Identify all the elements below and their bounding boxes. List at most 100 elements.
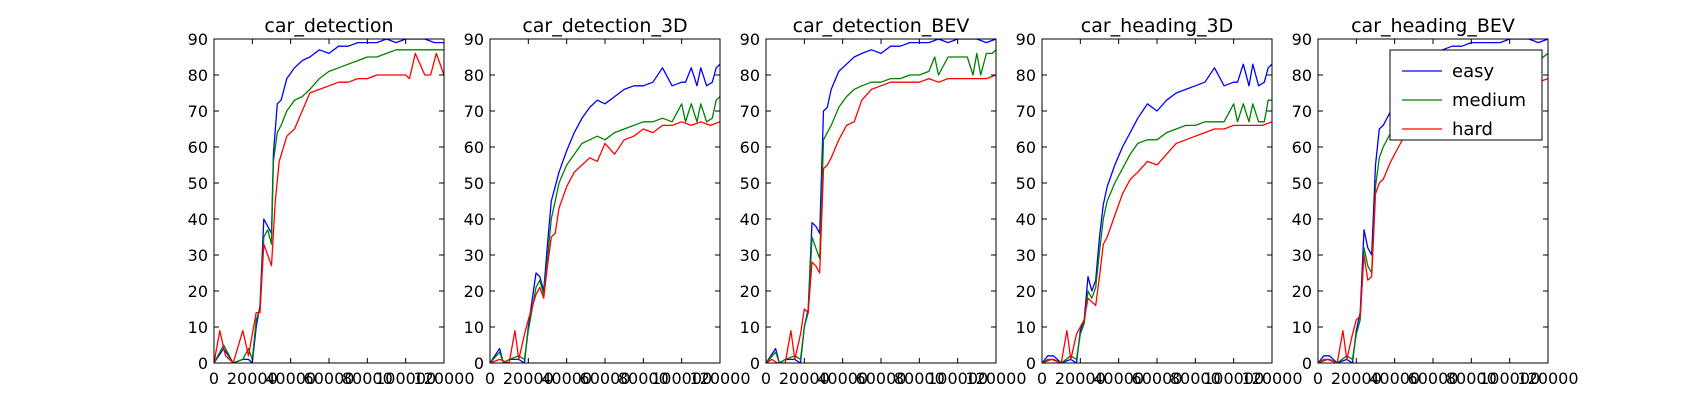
x-tick-label: 20000: [1055, 369, 1106, 388]
y-tick-label: 80: [1016, 66, 1036, 85]
y-tick-label: 90: [1292, 30, 1312, 49]
x-tick-label: 80000: [342, 369, 393, 388]
y-tick-label: 0: [750, 354, 760, 373]
legend-box: [1389, 49, 1543, 141]
x-tick-label: 60000: [304, 369, 355, 388]
y-tick-label: 0: [1302, 354, 1312, 373]
x-tick-label: 60000: [1132, 369, 1183, 388]
y-tick-label: 70: [188, 102, 208, 121]
x-tick-label: 80000: [1170, 369, 1221, 388]
axes-frame: [489, 38, 721, 364]
y-tick-label: 30: [1016, 246, 1036, 265]
y-tick-label: 30: [1292, 246, 1312, 265]
x-tick-label: 80000: [894, 369, 945, 388]
y-tick-label: 90: [740, 30, 760, 49]
x-tick-label: 120000: [1517, 369, 1578, 388]
x-tick-label: 40000: [1369, 369, 1420, 388]
x-tick-label: 100000: [1203, 369, 1264, 388]
y-tick-label: 70: [1292, 102, 1312, 121]
series-line-hard: [490, 121, 720, 363]
y-tick-label: 0: [1026, 354, 1036, 373]
axes-frame: [213, 38, 445, 364]
x-tick-label: 100000: [927, 369, 988, 388]
y-tick-label: 50: [188, 174, 208, 193]
x-tick-label: 40000: [1093, 369, 1144, 388]
subplot-3: car_heading_3D 0 10 20 30 40 50 60 70 80 90 0 200004…: [1016, 15, 1303, 388]
axes-frame: [1041, 38, 1273, 364]
legend-label-hard: hard: [1452, 119, 1493, 140]
series-line-medium: [766, 49, 996, 363]
y-tick-label: 60: [1016, 138, 1036, 157]
chart-title: car_heading_3D: [1081, 15, 1233, 37]
y-tick-label: 60: [464, 138, 484, 157]
y-tick-label: 90: [1016, 30, 1036, 49]
series-line-medium: [1042, 99, 1272, 363]
x-tick-label: 20000: [503, 369, 554, 388]
y-tick-label: 80: [740, 66, 760, 85]
y-tick-label: 40: [740, 210, 760, 229]
x-tick-label: 120000: [413, 369, 474, 388]
x-tick-label: 40000: [265, 369, 316, 388]
x-tick-label: 20000: [779, 369, 830, 388]
x-tick-label: 0: [209, 369, 219, 388]
x-tick-label: 120000: [689, 369, 750, 388]
series-line-medium: [214, 49, 444, 363]
y-tick-label: 50: [464, 174, 484, 193]
x-tick-label: 60000: [856, 369, 907, 388]
legend: easy medium hard: [1389, 49, 1543, 141]
x-tick-label: 100000: [651, 369, 712, 388]
y-tick-label: 80: [464, 66, 484, 85]
series-line-easy: [1042, 63, 1272, 363]
subplot-2: car_detection_BEV 0 10 20 30 40 50 60 70 80 90 0 200…: [740, 15, 1027, 388]
y-tick-label: 0: [474, 354, 484, 373]
x-tick-label: 40000: [541, 369, 592, 388]
x-tick-label: 100000: [1479, 369, 1540, 388]
y-tick-label: 80: [188, 66, 208, 85]
y-tick-label: 40: [1016, 210, 1036, 229]
y-tick-label: 90: [188, 30, 208, 49]
series-line-medium: [490, 96, 720, 363]
subplot-4: car_heading_BEV 0 10 20 30 40 50 60 70 80 90 0 20000…: [1292, 15, 1579, 388]
series-line-hard: [214, 52, 444, 363]
x-tick-label: 20000: [1331, 369, 1382, 388]
y-tick-label: 70: [1016, 102, 1036, 121]
y-tick-label: 40: [1292, 210, 1312, 229]
chart-title: car_heading_BEV: [1351, 15, 1515, 37]
y-tick-label: 80: [1292, 66, 1312, 85]
x-tick-label: 60000: [580, 369, 631, 388]
legend-label-easy: easy: [1452, 61, 1494, 82]
x-tick-label: 40000: [817, 369, 868, 388]
x-tick-label: 60000: [1408, 369, 1459, 388]
y-tick-label: 0: [198, 354, 208, 373]
y-tick-label: 40: [188, 210, 208, 229]
x-tick-label: 0: [1313, 369, 1323, 388]
y-tick-label: 90: [464, 30, 484, 49]
series-line-hard: [1042, 121, 1272, 363]
y-tick-label: 60: [740, 138, 760, 157]
x-tick-label: 20000: [227, 369, 278, 388]
y-tick-label: 50: [1016, 174, 1036, 193]
x-tick-label: 0: [761, 369, 771, 388]
series-line-hard: [766, 74, 996, 363]
y-tick-label: 10: [1292, 318, 1312, 337]
x-tick-label: 120000: [965, 369, 1026, 388]
y-tick-label: 20: [1292, 282, 1312, 301]
x-tick-label: 0: [485, 369, 495, 388]
series-line-easy: [490, 63, 720, 363]
y-tick-label: 60: [1292, 138, 1312, 157]
y-tick-label: 20: [740, 282, 760, 301]
x-tick-label: 80000: [1446, 369, 1497, 388]
y-tick-label: 70: [740, 102, 760, 121]
x-tick-label: 0: [1037, 369, 1047, 388]
y-tick-label: 30: [740, 246, 760, 265]
y-tick-label: 50: [740, 174, 760, 193]
y-tick-label: 60: [188, 138, 208, 157]
legend-label-medium: medium: [1452, 90, 1526, 111]
x-tick-label: 120000: [1241, 369, 1302, 388]
y-tick-label: 10: [740, 318, 760, 337]
y-tick-label: 50: [1292, 174, 1312, 193]
y-tick-label: 10: [1016, 318, 1036, 337]
y-tick-label: 20: [1016, 282, 1036, 301]
subplot-0: car_detection 0 10 20 30 40 50 60 70 80 90 0 2000040…: [188, 15, 475, 388]
